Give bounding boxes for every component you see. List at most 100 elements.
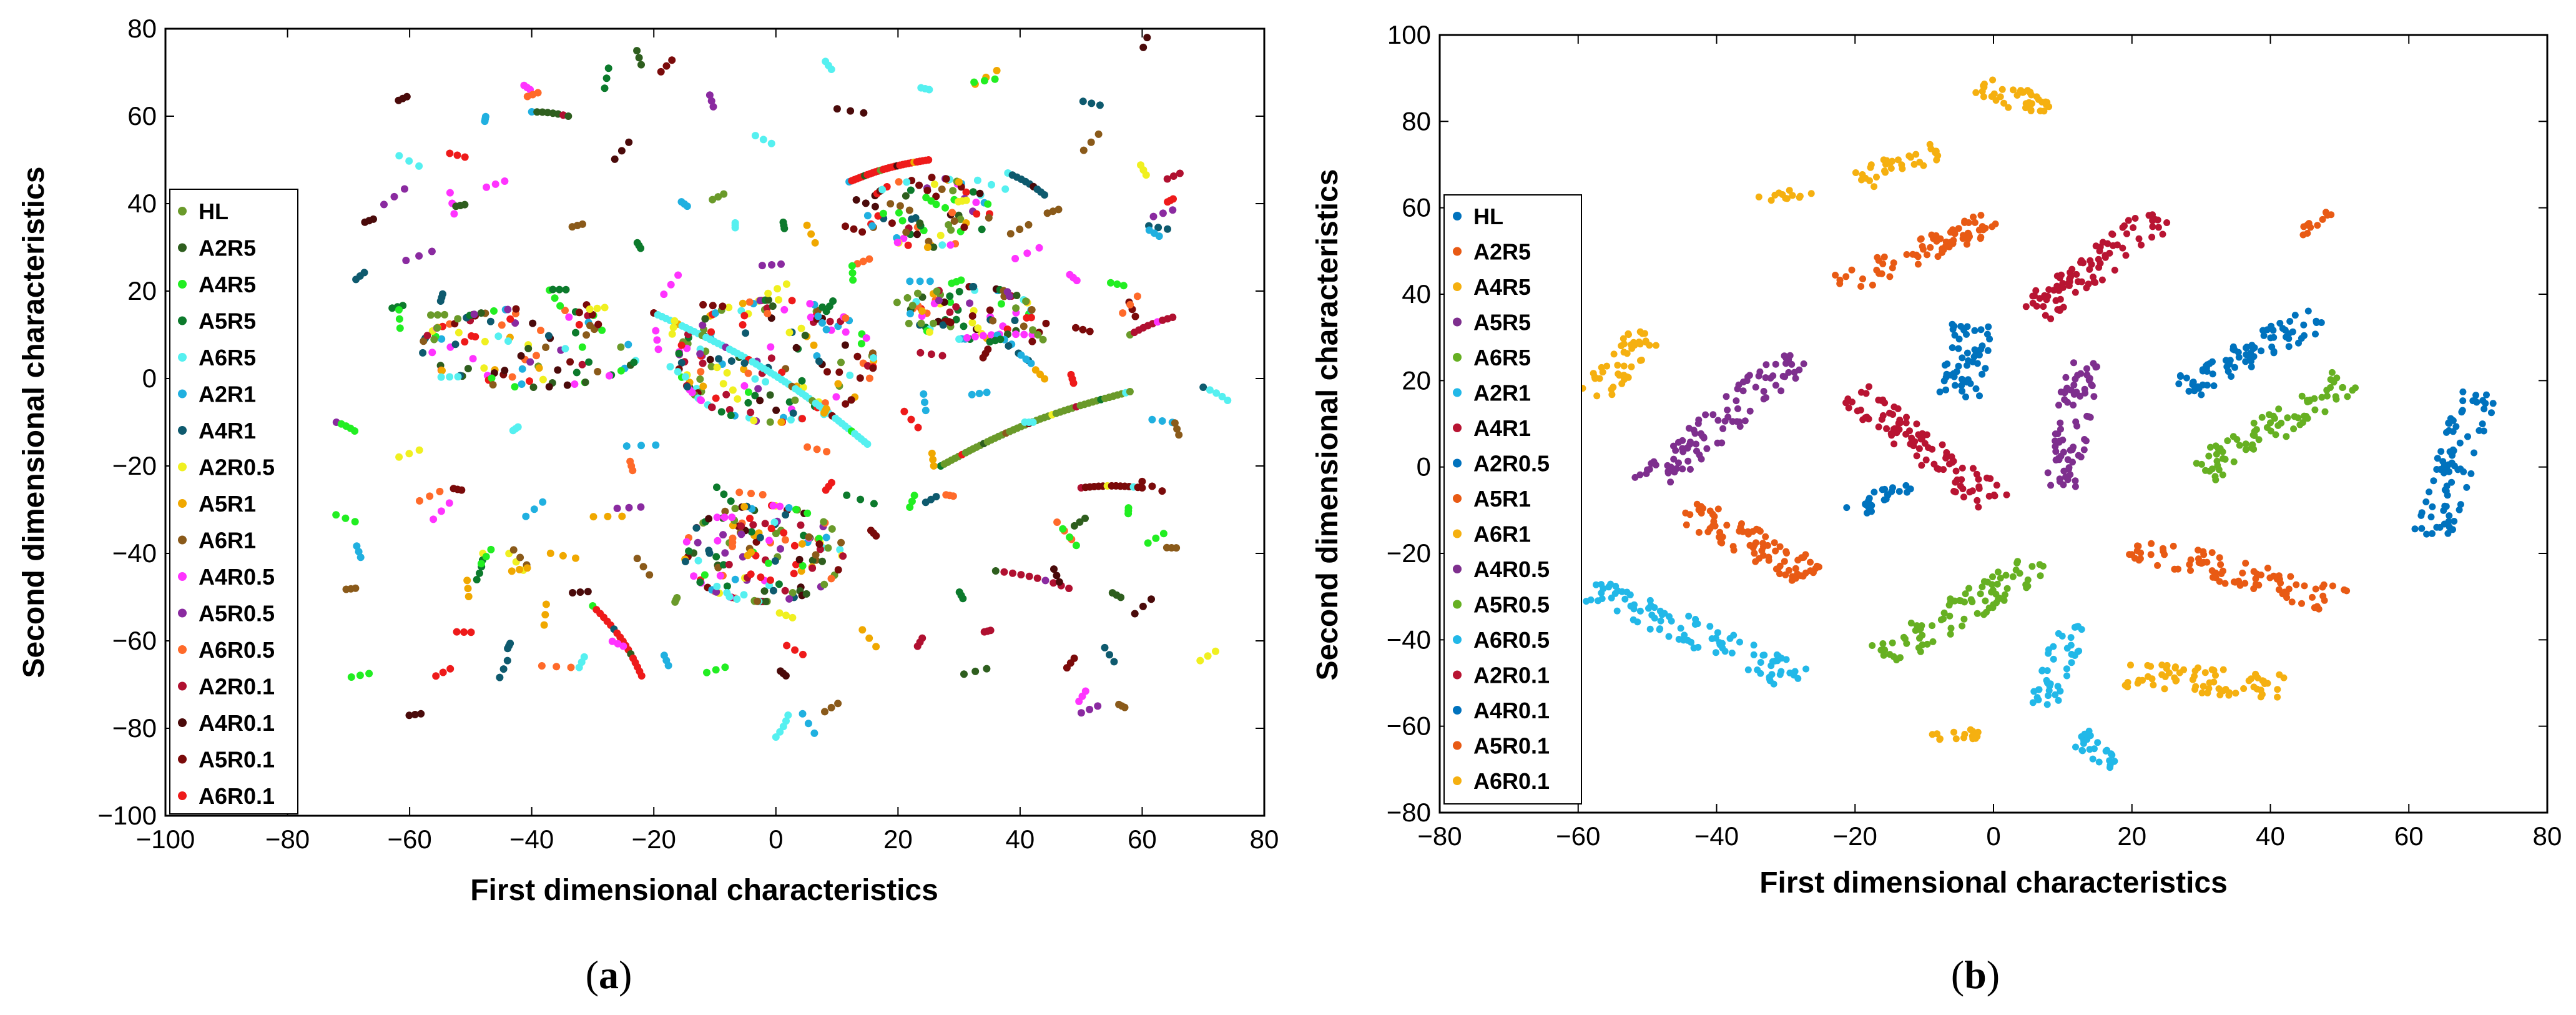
a-y-tick-label: 20	[127, 276, 157, 305]
b-point	[1813, 562, 1821, 570]
a-point	[1148, 415, 1156, 423]
b-point	[1710, 518, 1718, 525]
b-point	[2086, 746, 2093, 753]
a-point	[473, 576, 481, 583]
a-point	[593, 304, 601, 312]
a-point	[681, 373, 689, 381]
a-point	[775, 609, 784, 617]
a-point	[770, 518, 779, 527]
b-point	[2208, 567, 2216, 575]
b-point	[1882, 495, 1890, 503]
b-point	[1913, 452, 1920, 460]
a-x-tick-label: 60	[1128, 824, 1157, 854]
b-point	[1762, 533, 1769, 540]
b-x-tick-label: −80	[1417, 821, 1462, 851]
b-point	[1620, 372, 1628, 379]
a-point	[415, 162, 423, 170]
a-point	[713, 483, 720, 492]
b-point	[2229, 433, 2237, 440]
b-point	[1614, 587, 1621, 595]
a-point	[395, 315, 403, 323]
b-point	[2083, 412, 2091, 420]
a-point	[978, 225, 986, 234]
a-point	[767, 576, 774, 584]
a-point	[754, 597, 762, 605]
a-point	[584, 588, 592, 596]
a-point	[455, 329, 463, 337]
a-x-tick-label: −100	[136, 824, 195, 854]
a-point	[675, 349, 683, 357]
b-point	[2319, 583, 2326, 591]
b-point	[1772, 382, 1779, 389]
a-point	[719, 380, 727, 388]
b-point	[1698, 503, 1704, 510]
a-point	[683, 383, 691, 391]
b-point	[2418, 509, 2426, 517]
a-point	[439, 668, 447, 676]
a-point	[480, 364, 488, 372]
b-point	[2068, 265, 2076, 273]
a-point	[446, 149, 454, 157]
a-point	[776, 502, 784, 510]
b-point	[2063, 665, 2070, 673]
a-point	[790, 570, 798, 578]
a-point	[1106, 651, 1113, 659]
b-point	[2200, 558, 2207, 566]
b-point	[1706, 623, 1714, 630]
b-point	[1751, 550, 1758, 557]
b-point	[1600, 585, 1607, 592]
b-point	[1987, 475, 1994, 482]
b-point	[1949, 344, 1956, 352]
a-point	[775, 580, 783, 588]
b-legend-label: A4R0.1	[1473, 698, 1550, 723]
a-point	[904, 241, 912, 249]
b-point	[2272, 431, 2279, 438]
a-point	[740, 312, 749, 320]
b-point	[1714, 629, 1721, 636]
a-point	[481, 337, 489, 345]
a-point	[756, 397, 764, 405]
a-point	[365, 670, 373, 678]
b-point	[2319, 215, 2326, 223]
a-point	[857, 340, 865, 348]
b-y-tick-label: 60	[1402, 193, 1431, 222]
b-point	[2439, 458, 2447, 465]
b-point	[1728, 650, 1736, 656]
b-point	[1973, 470, 1980, 478]
a-point	[699, 300, 707, 309]
b-point	[1964, 235, 1972, 243]
a-point	[859, 257, 867, 265]
b-point	[1756, 368, 1764, 375]
a-point	[852, 196, 860, 204]
b-point	[2258, 413, 2266, 421]
b-point	[1730, 547, 1738, 554]
b-point	[2077, 453, 2085, 461]
a-point	[756, 533, 764, 542]
a-point	[782, 717, 790, 725]
a-point	[771, 557, 779, 565]
b-point	[1927, 145, 1935, 152]
b-point	[2125, 217, 2132, 224]
a-point	[765, 537, 773, 545]
a-point	[725, 560, 733, 568]
a-point	[1119, 282, 1128, 290]
a-point	[516, 553, 524, 562]
b-point	[2028, 563, 2036, 570]
b-point	[2242, 446, 2249, 453]
a-point	[395, 453, 403, 461]
a-point	[554, 366, 562, 374]
b-point	[2306, 397, 2313, 405]
a-point	[351, 518, 359, 526]
a-point	[426, 492, 434, 500]
b-point	[2298, 392, 2306, 400]
a-point	[1000, 568, 1008, 576]
b-point	[2209, 358, 2216, 365]
a-point	[895, 209, 903, 217]
b-point	[1714, 505, 1722, 513]
a-point	[1039, 335, 1047, 344]
a-point	[946, 308, 954, 316]
a-point	[860, 109, 868, 117]
a-point	[690, 572, 698, 580]
b-point	[1902, 482, 1910, 489]
a-point	[1027, 359, 1035, 367]
